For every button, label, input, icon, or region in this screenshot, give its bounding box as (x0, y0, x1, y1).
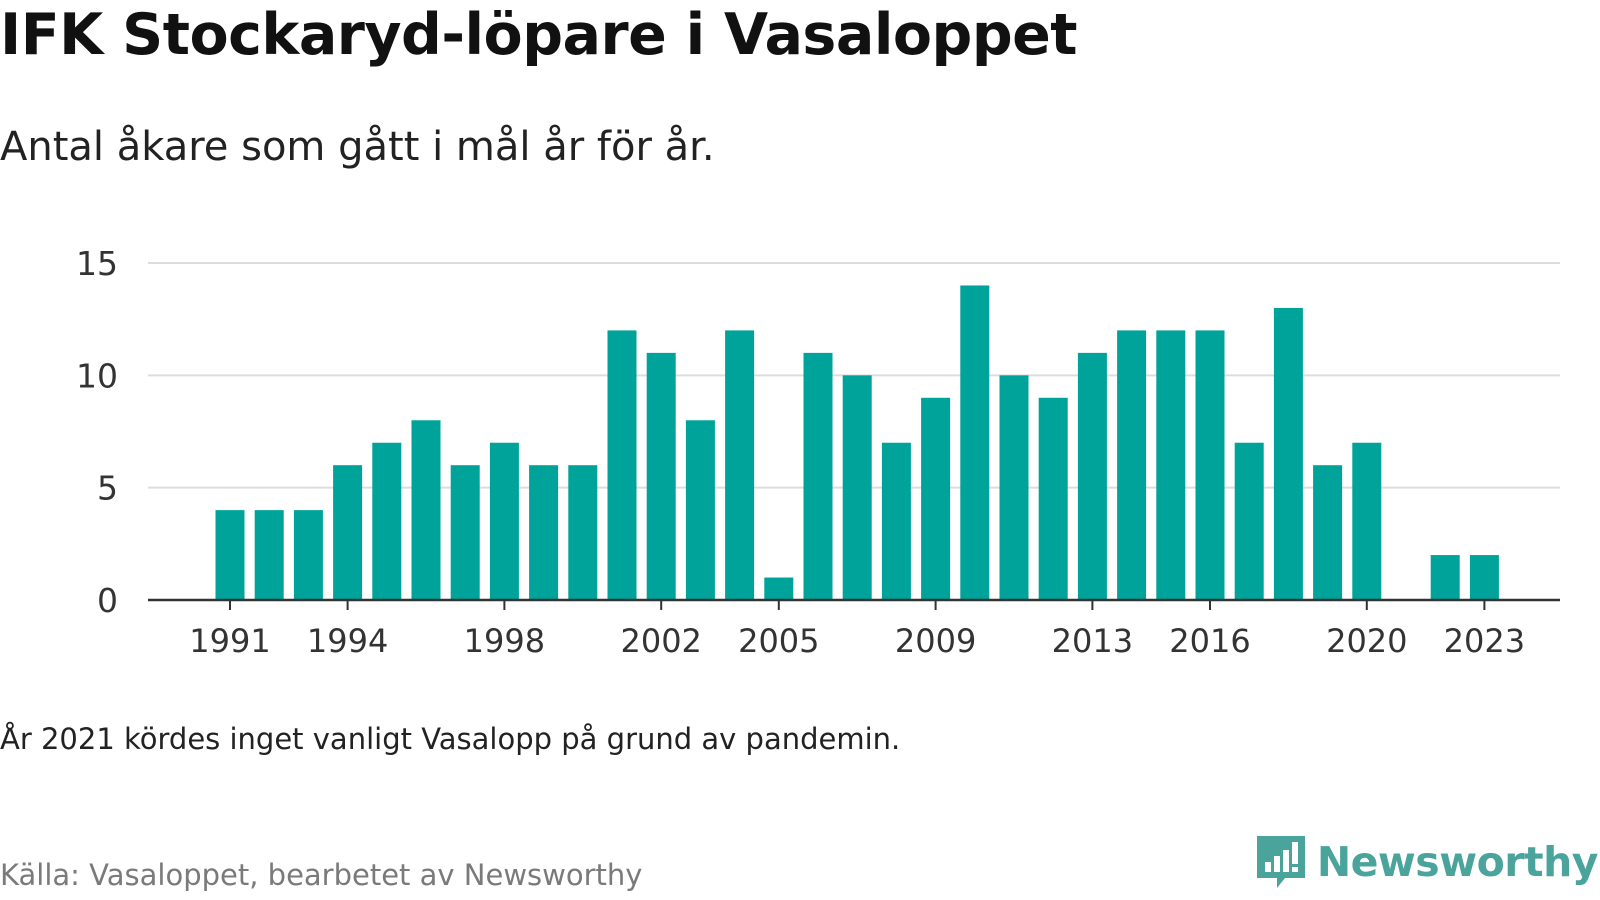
bars (215, 285, 1499, 600)
bar-2022 (1430, 555, 1460, 600)
bar-1997 (450, 465, 480, 600)
bar-1998 (489, 442, 519, 600)
bar-2009 (921, 397, 951, 600)
y-axis-ticks: 0 5 10 15 (76, 244, 118, 620)
bar-2015 (1156, 330, 1186, 600)
x-tick-label: 2002 (620, 622, 701, 660)
x-tick-label: 2005 (738, 622, 819, 660)
newsworthy-logo-icon (1256, 836, 1305, 888)
bar-2010 (960, 285, 990, 600)
x-tick-label: 2023 (1444, 622, 1525, 660)
bar-2023 (1469, 555, 1499, 600)
bar-2008 (881, 442, 911, 600)
bar-1991 (215, 510, 245, 600)
bar-1993 (293, 510, 323, 600)
y-tick-label: 15 (76, 244, 118, 283)
brand-name: Newsworthy (1316, 838, 1599, 886)
x-tick-label: 2020 (1326, 622, 1407, 660)
bar-chart: 0 5 10 15 1991 1994 1998 2002 2005 2009 2013 2016 2… (76, 244, 1560, 660)
source-credit: Källa: Vasaloppet, bearbetet av Newswort… (0, 858, 643, 892)
bar-2001 (607, 330, 637, 600)
x-tick-label: 1998 (464, 622, 545, 660)
bar-2018 (1273, 307, 1303, 600)
bar-2002 (646, 352, 676, 600)
bar-2012 (1038, 397, 1068, 600)
bar-2011 (999, 375, 1029, 600)
bar-1995 (372, 442, 402, 600)
bar-2020 (1352, 442, 1382, 600)
bar-2000 (568, 465, 598, 600)
bar-2014 (1117, 330, 1147, 600)
bar-2007 (842, 375, 872, 600)
bar-1994 (333, 465, 363, 600)
x-tick-label: 1991 (189, 622, 270, 660)
newsworthy-brand[interactable]: Newsworthy (1255, 834, 1599, 890)
bar-2019 (1313, 465, 1343, 600)
chart-note: År 2021 kördes inget vanligt Vasalopp på… (0, 722, 901, 756)
y-tick-label: 0 (97, 581, 118, 620)
bar-2016 (1195, 330, 1225, 600)
bar-2017 (1234, 442, 1264, 600)
bar-2004 (725, 330, 755, 600)
bar-2005 (764, 577, 794, 600)
x-axis: 1991 1994 1998 2002 2005 2009 2013 2016 2020 2023 (148, 598, 1560, 660)
bar-1992 (254, 510, 284, 600)
chart-subtitle: Antal åkare som gått i mål år för år. (0, 124, 715, 170)
x-tick-label: 2009 (895, 622, 976, 660)
y-tick-label: 5 (97, 469, 118, 508)
bar-2003 (685, 420, 715, 600)
bar-2013 (1077, 352, 1107, 600)
x-tick-label: 2013 (1052, 622, 1133, 660)
x-tick-label: 1994 (307, 622, 388, 660)
chart-title: IFK Stockaryd-löpare i Vasaloppet (0, 2, 1078, 68)
bar-1999 (529, 465, 559, 600)
bar-1996 (411, 420, 441, 600)
y-tick-label: 10 (76, 356, 118, 395)
x-tick-label: 2016 (1169, 622, 1250, 660)
bar-2006 (803, 352, 833, 600)
